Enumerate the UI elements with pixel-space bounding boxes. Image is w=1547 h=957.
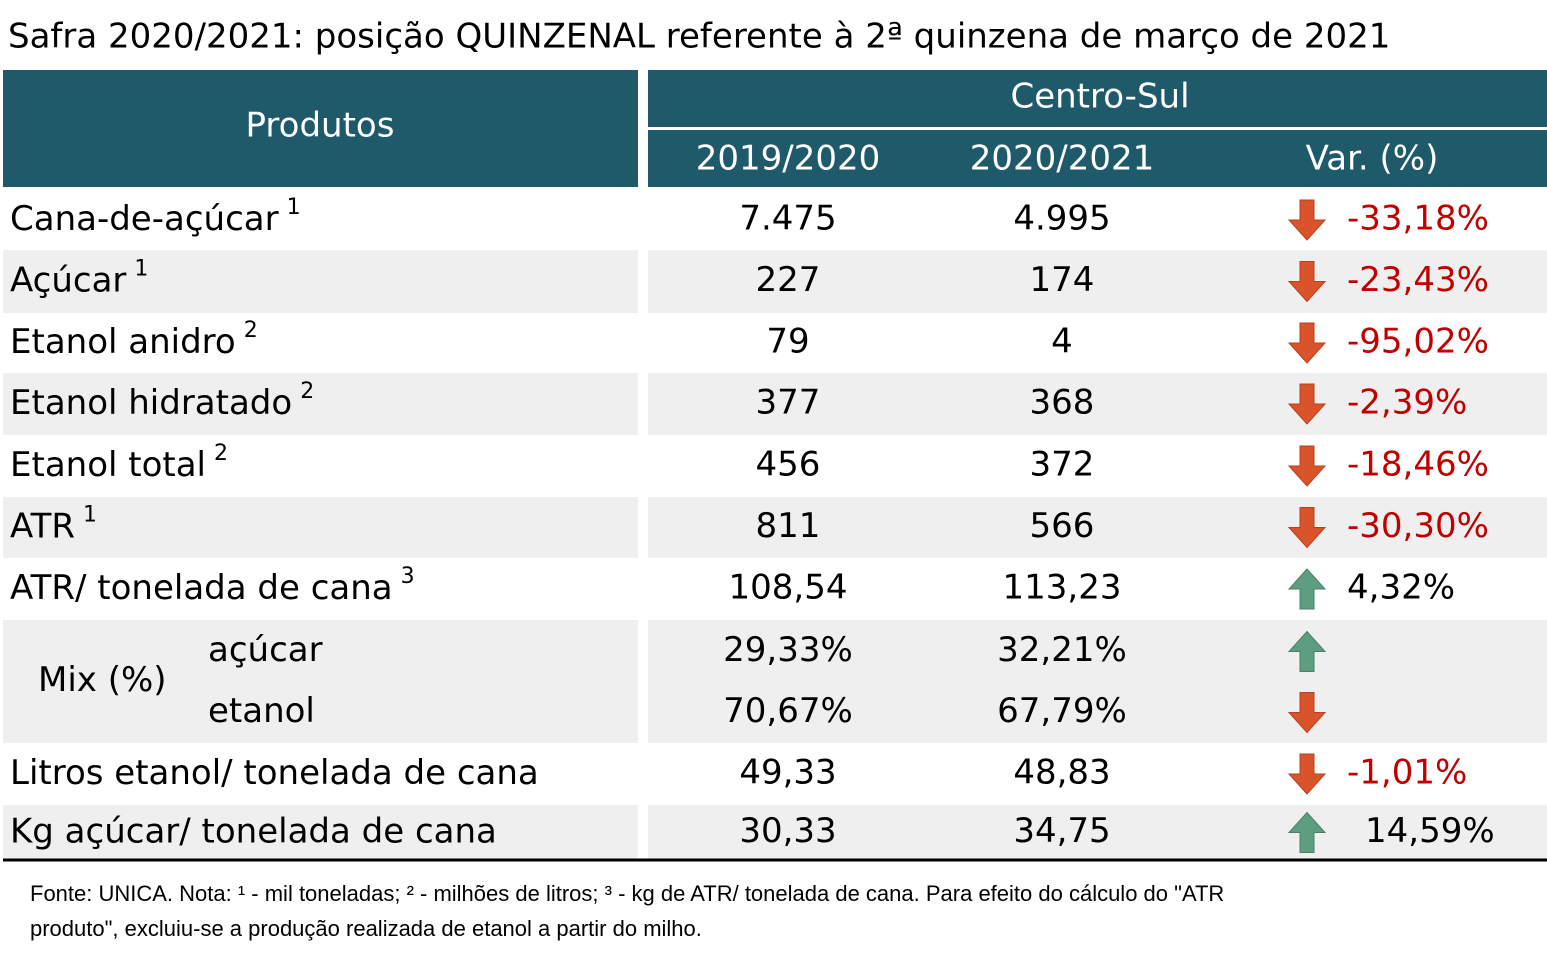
row-label: Kg açúcar/ tonelada de cana bbox=[10, 811, 497, 851]
header-text: Var. (%) bbox=[1306, 139, 1439, 179]
arrow-down bbox=[1287, 322, 1327, 364]
header-cell bbox=[648, 130, 1547, 187]
header-cell bbox=[648, 70, 1547, 127]
cell-var: -30,30% bbox=[1347, 506, 1489, 546]
row-label-text: Cana-de-açúcar bbox=[10, 199, 279, 239]
cell-var: -18,46% bbox=[1347, 445, 1489, 485]
cell: 4.995 bbox=[1013, 199, 1110, 239]
footnote-mark: 2 bbox=[244, 318, 258, 343]
row-shade bbox=[648, 805, 1547, 860]
arrow-up bbox=[1287, 630, 1327, 672]
row-label: Litros etanol/ tonelada de cana bbox=[10, 753, 539, 793]
cell: 79 bbox=[766, 322, 809, 362]
cell: 108,54 bbox=[729, 568, 848, 608]
row-shade bbox=[3, 497, 638, 558]
footnote: produto", excluiu-se a produção realizad… bbox=[30, 916, 702, 941]
row-label-text: ATR/ tonelada de cana bbox=[10, 568, 393, 608]
footnote-mark: 1 bbox=[287, 195, 301, 220]
row-label: Cana-de-açúcar 1 bbox=[10, 195, 301, 239]
row-shade bbox=[648, 250, 1547, 313]
arrow-up bbox=[1287, 811, 1327, 853]
row-shade bbox=[3, 250, 638, 313]
cell: 67,79% bbox=[997, 691, 1127, 731]
cell: 32,21% bbox=[997, 630, 1127, 670]
cell: 7.475 bbox=[739, 199, 836, 239]
cell: 174 bbox=[1030, 260, 1095, 300]
cell-var: -2,39% bbox=[1347, 383, 1467, 423]
cell: 29,33% bbox=[723, 630, 853, 670]
cell-var: -95,02% bbox=[1347, 322, 1489, 362]
footnote-mark: 1 bbox=[83, 503, 97, 528]
row-label-text: Etanol hidratado bbox=[10, 383, 292, 423]
row-label-text: Litros etanol/ tonelada de cana bbox=[10, 753, 539, 793]
cell: 377 bbox=[756, 383, 821, 423]
row-label-text: Etanol total bbox=[10, 445, 206, 485]
title: Safra 2020/2021: posição QUINZENAL refer… bbox=[8, 17, 1390, 57]
header-text: 2020/2021 bbox=[970, 139, 1155, 179]
row-label-text: ATR bbox=[10, 506, 75, 546]
arrow-up bbox=[1287, 568, 1327, 610]
footnote: Fonte: UNICA. Nota: ¹ - mil toneladas; ²… bbox=[30, 881, 1224, 906]
row-label: Açúcar 1 bbox=[10, 257, 148, 301]
footnote-mark: 3 bbox=[401, 564, 415, 589]
cell: 811 bbox=[756, 506, 821, 546]
cell: 368 bbox=[1030, 383, 1095, 423]
arrow-down bbox=[1287, 753, 1327, 795]
row-label: Etanol total 2 bbox=[10, 441, 228, 485]
cell: 227 bbox=[756, 260, 821, 300]
arrow-down bbox=[1287, 507, 1327, 549]
footnote-mark: 2 bbox=[300, 379, 314, 404]
row-label-text: Açúcar bbox=[10, 260, 126, 300]
footnote-mark: 2 bbox=[214, 441, 228, 466]
cell: 70,67% bbox=[723, 691, 853, 731]
cell-var: 4,32% bbox=[1347, 568, 1455, 608]
row-shade bbox=[3, 805, 638, 860]
row-label: Etanol anidro 2 bbox=[10, 318, 258, 362]
row-label-text: Kg açúcar/ tonelada de cana bbox=[10, 811, 497, 851]
row-shade bbox=[648, 497, 1547, 558]
row-sublabel: açúcar bbox=[208, 630, 323, 670]
footnote-mark: 1 bbox=[134, 257, 148, 282]
arrow-down bbox=[1287, 383, 1327, 425]
header-text: 2019/2020 bbox=[696, 139, 881, 179]
row-shade bbox=[648, 373, 1547, 435]
cell: 113,23 bbox=[1003, 568, 1122, 608]
header-cell bbox=[3, 70, 638, 187]
header-text: Produtos bbox=[246, 106, 395, 146]
cell: 48,83 bbox=[1013, 753, 1110, 793]
arrow-down bbox=[1287, 445, 1327, 487]
cell: 372 bbox=[1030, 445, 1095, 485]
cell-var: -1,01% bbox=[1347, 753, 1467, 793]
cell: 566 bbox=[1030, 506, 1095, 546]
cell: 456 bbox=[756, 445, 821, 485]
cell: 49,33 bbox=[739, 753, 836, 793]
row-label: Mix (%) bbox=[38, 660, 167, 700]
row-label: ATR/ tonelada de cana 3 bbox=[10, 564, 415, 608]
arrow-down bbox=[1287, 199, 1327, 241]
cell-var: -23,43% bbox=[1347, 260, 1489, 300]
row-label: ATR 1 bbox=[10, 503, 97, 547]
cell: 30,33 bbox=[739, 811, 836, 851]
cell-var: 14,59% bbox=[1365, 811, 1495, 851]
row-shade bbox=[3, 620, 638, 743]
cell: 34,75 bbox=[1013, 811, 1110, 851]
row-shade bbox=[3, 373, 638, 435]
row-label: Etanol hidratado 2 bbox=[10, 379, 314, 423]
arrow-down bbox=[1287, 692, 1327, 734]
cell-var: -33,18% bbox=[1347, 199, 1489, 239]
header-text: Centro-Sul bbox=[1010, 77, 1189, 117]
arrow-down bbox=[1287, 261, 1327, 303]
table-body: Cana-de-açúcar 1 7.475 4.995 -33,18% Açúcar 1 2… bbox=[3, 195, 1547, 860]
row-label-text: Etanol anidro bbox=[10, 322, 236, 362]
row-sublabel: etanol bbox=[208, 691, 315, 731]
cell: 4 bbox=[1051, 322, 1073, 362]
row-shade bbox=[648, 620, 1547, 743]
